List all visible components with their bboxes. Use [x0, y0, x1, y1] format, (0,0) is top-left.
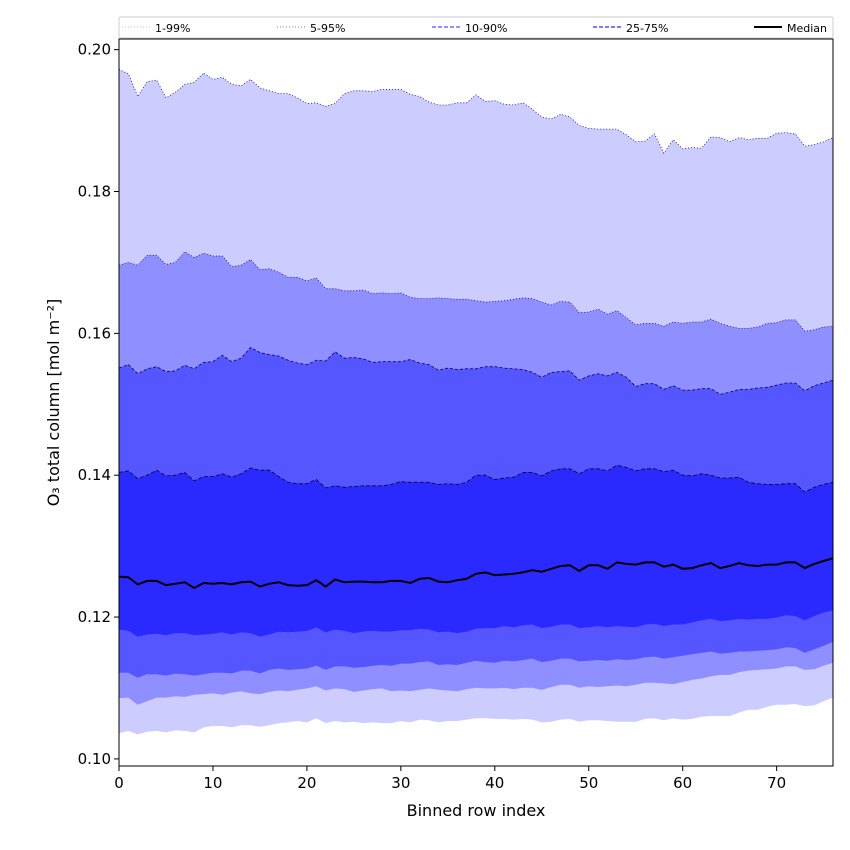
- legend: 1-99% 5-95% 10-90% 25-75% Median: [118, 16, 834, 39]
- x-tick-label: 10: [203, 774, 222, 792]
- y-tick-label: 0.12: [78, 608, 111, 626]
- legend-label-5-95%: 5-95%: [310, 22, 345, 35]
- x-tick-label: 40: [485, 774, 504, 792]
- x-tick-label: 30: [391, 774, 410, 792]
- y-tick-label: 0.20: [78, 41, 111, 59]
- legend-frame: [118, 16, 834, 39]
- band-10-90%-lower-line: [119, 640, 834, 678]
- x-tick-label: 60: [673, 774, 692, 792]
- y-tick-label: 0.18: [78, 182, 111, 200]
- band-1-99%-lower-line: [118, 696, 834, 735]
- median-layer: [118, 557, 834, 590]
- y-tick-label: 0.14: [78, 466, 111, 484]
- x-tick-label: 20: [297, 774, 316, 792]
- x-tick-label: 50: [579, 774, 598, 792]
- y-axis: 0.10 0.12 0.14 0.16 0.18 0.20: [78, 41, 119, 768]
- legend-label-Median: Median: [787, 22, 827, 35]
- y-tick-label: 0.10: [78, 750, 111, 768]
- band-25-75%-fill: [119, 465, 833, 637]
- band-25-75%-lower-line: [118, 609, 834, 637]
- legend-label-10-90%: 10-90%: [465, 22, 507, 35]
- x-tick-label: 70: [767, 774, 786, 792]
- y-axis-label: O₃ total column [mol m⁻²]: [44, 299, 63, 507]
- x-tick-label: 0: [114, 774, 124, 792]
- bands-layer: [118, 69, 834, 735]
- x-axis-label: Binned row index: [407, 801, 546, 820]
- legend-label-25-75%: 25-75%: [626, 22, 668, 35]
- band-1-99%-upper-line: [118, 69, 834, 154]
- band-5-95%-lower-line: [118, 662, 834, 705]
- band-10-90%-upper-line: [118, 346, 834, 395]
- median-line: [118, 557, 834, 590]
- plot-frame: [118, 38, 834, 767]
- y-tick-label: 0.16: [78, 324, 111, 342]
- x-axis: 0 10 20 30 40 50 60 70: [114, 766, 786, 792]
- band-25-75%-upper-line: [118, 464, 834, 493]
- legend-label-1-99%: 1-99%: [155, 22, 190, 35]
